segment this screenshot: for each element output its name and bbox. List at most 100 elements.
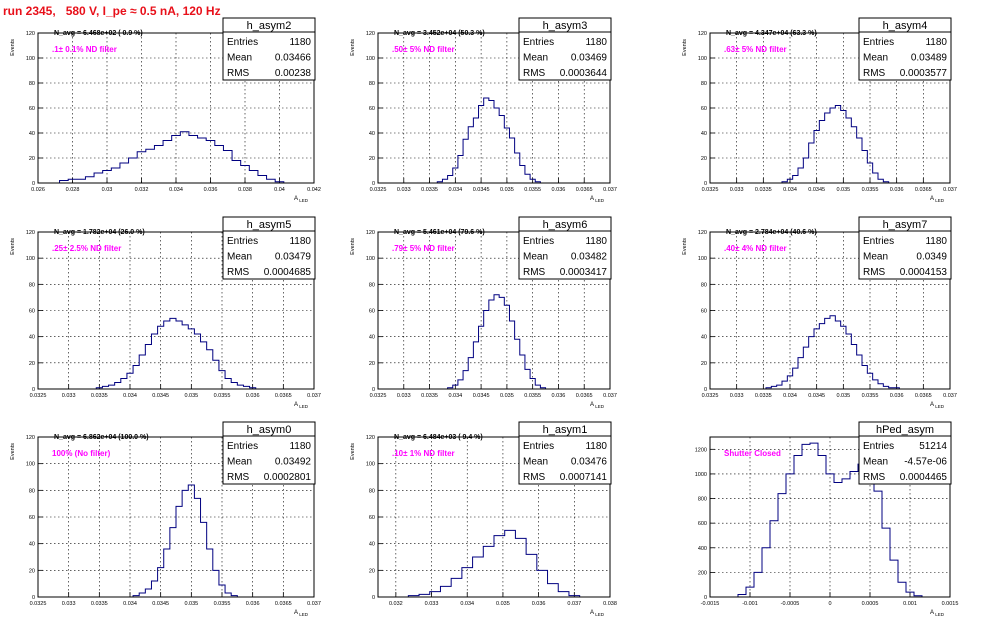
y-tick-label: 0: [32, 387, 35, 393]
navg-text: N_avg = 4.347e+04 (63.3 %): [726, 30, 817, 37]
x-tick-label: 0.036: [204, 187, 218, 193]
hist-panel-hPed_asym: -0.0015 -0.001 -0.0005 0 0.0005 0.001 0.0015 0 2…: [695, 421, 959, 617]
x-tick-label: 0.0365: [576, 187, 593, 193]
y-tick-label: 100: [698, 256, 707, 262]
stats-title: h_asym5: [247, 219, 292, 231]
stats-label: Mean: [227, 457, 252, 468]
x-tick-label: 0.026: [31, 187, 45, 193]
y-tick-label: 100: [366, 56, 375, 62]
stats-value: -4.57e-06: [904, 457, 947, 468]
x-tick-label: 0.034: [169, 187, 183, 193]
x-tick-label: 0.0325: [370, 393, 387, 399]
stats-value: 1180: [585, 236, 607, 247]
y-tick-label: 60: [29, 515, 35, 521]
stats-value: 1180: [585, 441, 607, 452]
filter-annotation: .40± 4% ND filter: [724, 244, 787, 253]
x-tick-label: 0: [828, 601, 831, 607]
y-tick-label: 100: [26, 462, 35, 468]
y-tick-label: 120: [366, 230, 375, 236]
stats-label: RMS: [863, 267, 886, 278]
navg-text: N_avg = 6.468e+02 ( 0.9 %): [54, 30, 143, 37]
stats-label: Entries: [523, 441, 554, 452]
y-tick-label: 120: [698, 31, 707, 37]
x-tick-label: 0.0345: [152, 601, 169, 607]
x-tick-label: 0.0355: [214, 601, 231, 607]
x-tick-label: 0.037: [567, 601, 581, 607]
x-tick-label: 0.0335: [421, 393, 438, 399]
stats-value: 0.0007141: [560, 472, 608, 483]
y-tick-label: 0: [372, 387, 375, 393]
y-tick-label: 80: [29, 488, 35, 494]
stats-box: [858, 421, 952, 485]
stats-value: 0.03469: [571, 53, 608, 64]
stats-title: h_asym4: [883, 20, 928, 32]
y-axis-label: Events: [10, 39, 16, 56]
y-axis-label: Events: [350, 443, 356, 460]
navg-text: N_avg = 3.452e+04 (50.3 %): [394, 30, 485, 37]
x-tick-label: 0.038: [603, 601, 617, 607]
x-tick-label: 0.036: [532, 601, 546, 607]
y-tick-label: 40: [29, 542, 35, 548]
stats-box: [518, 17, 612, 81]
x-tick-label: 0.0015: [942, 601, 959, 607]
filter-annotation: .63± 5% ND filter: [724, 45, 787, 54]
stats-title: h_asym6: [543, 219, 588, 231]
plot-frame: [37, 32, 315, 184]
x-tick-label: 0.0325: [702, 393, 719, 399]
y-tick-label: 60: [369, 106, 375, 112]
histogram-line: [737, 442, 923, 597]
x-tick-label: 0.034: [783, 393, 797, 399]
stats-value: 1180: [289, 37, 311, 48]
stats-value: 0.03479: [275, 252, 312, 263]
stats-value: 0.03492: [275, 457, 312, 468]
y-axis-label: Events: [10, 443, 16, 460]
x-tick-label: 0.0355: [214, 393, 231, 399]
stats-label: Entries: [523, 37, 554, 48]
stats-value: 1180: [925, 37, 947, 48]
stats-value: 0.0002801: [264, 472, 312, 483]
x-tick-label: 0.0335: [755, 187, 772, 193]
x-tick-label: 0.0355: [524, 393, 541, 399]
x-tick-label: -0.0015: [701, 601, 720, 607]
hist-panel-h_asym0: 0.0325 0.033 0.0335 0.034 0.0345 0.035 0.0355 0…: [10, 421, 321, 617]
x-tick-label: 0.001: [903, 601, 917, 607]
x-tick-label: 0.042: [307, 187, 321, 193]
y-tick-label: 60: [701, 106, 707, 112]
stats-label: RMS: [227, 267, 250, 278]
x-tick-label: 0.035: [500, 393, 514, 399]
y-tick-label: 20: [29, 156, 35, 162]
y-tick-label: 20: [29, 568, 35, 574]
stats-value: 0.0003417: [560, 267, 608, 278]
x-tick-label: 0.037: [307, 393, 321, 399]
x-axis-label: A LED: [294, 196, 309, 203]
y-tick-label: 0: [372, 181, 375, 187]
y-tick-label: 80: [369, 282, 375, 288]
stats-label: RMS: [227, 472, 250, 483]
y-tick-label: 0: [704, 595, 707, 601]
histogram-line: [447, 294, 547, 389]
filter-annotation: .1± 0.1% ND filter: [52, 45, 117, 54]
x-tick-label: 0.035: [184, 393, 198, 399]
y-axis-label: Events: [350, 39, 356, 56]
y-tick-label: 0: [372, 595, 375, 601]
y-tick-label: 100: [366, 462, 375, 468]
x-tick-label: 0.0365: [275, 393, 292, 399]
filter-annotation: .10± 1% ND filter: [392, 449, 455, 458]
y-tick-label: 40: [369, 542, 375, 548]
y-tick-label: 120: [26, 31, 35, 37]
x-tick-label: 0.037: [603, 393, 617, 399]
stats-label: Mean: [227, 53, 252, 64]
x-axis-label: A LED: [294, 610, 309, 617]
stats-label: Mean: [863, 53, 888, 64]
stats-label: Entries: [523, 236, 554, 247]
y-tick-label: 1000: [695, 472, 707, 478]
y-tick-label: 120: [366, 435, 375, 441]
y-tick-label: 100: [698, 56, 707, 62]
y-tick-label: 80: [29, 282, 35, 288]
y-tick-label: 120: [698, 230, 707, 236]
x-tick-label: 0.036: [246, 601, 260, 607]
x-tick-label: 0.032: [135, 187, 149, 193]
histogram-line: [407, 529, 581, 597]
y-tick-label: 0: [32, 181, 35, 187]
x-tick-label: 0.035: [184, 601, 198, 607]
